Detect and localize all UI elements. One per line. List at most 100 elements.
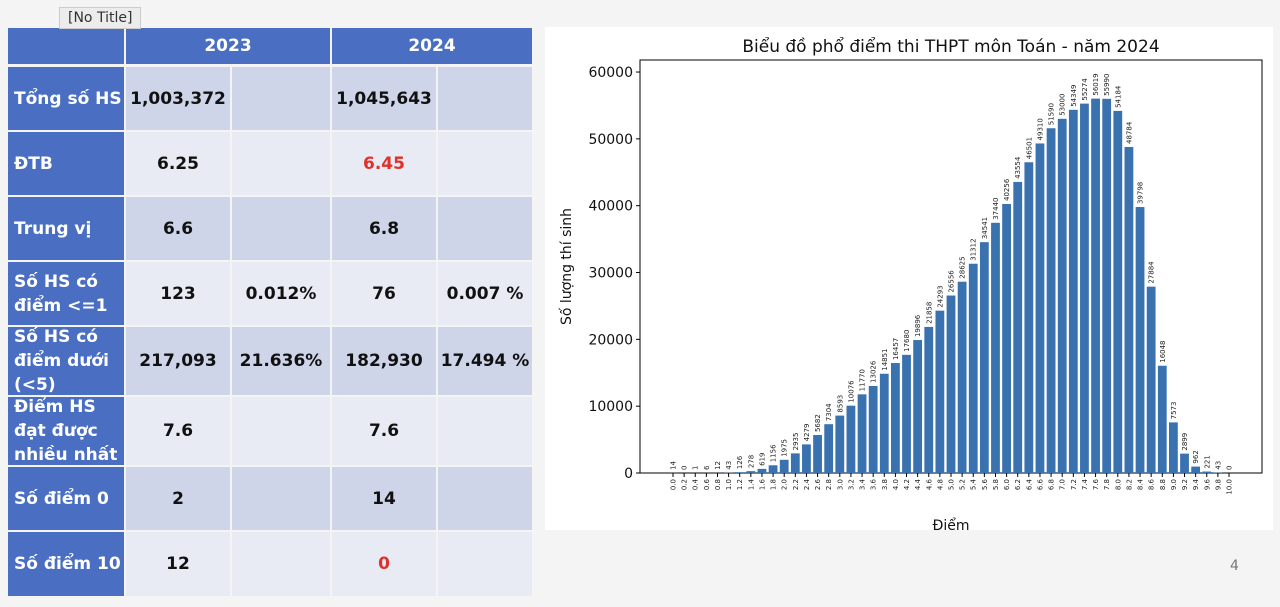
cell-value: 0.012% [232, 262, 330, 325]
bar-data-label: 1156 [770, 444, 778, 462]
bar [868, 385, 878, 473]
bar [891, 363, 900, 473]
bar-data-label: 55990 [1103, 74, 1111, 96]
row-label: Số HS có điểm dưới (<5) [8, 327, 124, 395]
x-tick-label: 9.6 [1203, 478, 1211, 490]
y-tick-label: 0 [624, 466, 633, 482]
x-tick-label: 6.8 [1048, 479, 1056, 490]
bar [1169, 422, 1178, 473]
bar [979, 242, 989, 473]
x-tick-label: 4.6 [925, 478, 933, 490]
bar [1124, 146, 1134, 473]
table-row: Số HS có điểm dưới (<5) 217,093 21.636% 182… [8, 327, 532, 395]
bar-data-label: 51590 [1048, 103, 1056, 125]
x-tick-label: 5.6 [981, 478, 989, 490]
row-label: Trung vị [8, 197, 124, 260]
chart-title: Biểu đồ phổ điểm thi THPT môn Toán - năm… [742, 36, 1159, 57]
bar [1146, 286, 1156, 473]
table-row: Tổng số HS 1,003,372 1,045,643 [8, 67, 532, 130]
bar-data-label: 7573 [1170, 402, 1178, 420]
bar-data-label: 10076 [847, 380, 855, 403]
cell-value [438, 132, 532, 195]
x-tick-label: 8.6 [1148, 478, 1156, 490]
bar [813, 435, 822, 473]
table-row: Số HS có điểm <=1 123 0.012% 76 0.007 % [8, 262, 532, 325]
bar-data-label: 54349 [1070, 85, 1078, 107]
bar [835, 415, 845, 473]
x-tick-label: 8.8 [1159, 479, 1167, 490]
bar-data-label: 43 [1214, 461, 1222, 470]
cell-value: 217,093 [126, 327, 230, 395]
bar-data-label: 0 [681, 466, 689, 470]
bar [768, 465, 778, 473]
x-tick-label: 3.8 [881, 479, 889, 490]
bar-data-label: 1975 [781, 439, 789, 457]
bar-data-label: 46501 [1025, 137, 1033, 159]
bar-data-label: 31312 [970, 238, 978, 260]
y-tick-label: 60000 [588, 65, 633, 81]
bar-data-label: 17680 [903, 330, 911, 352]
x-tick-label: 4.2 [903, 479, 911, 490]
bar [1080, 103, 1089, 473]
x-tick-label: 7.2 [1070, 479, 1078, 490]
cell-value: 12 [126, 532, 230, 596]
x-tick-label: 5.4 [970, 478, 978, 490]
table-row: ĐTB 6.25 6.45 [8, 132, 532, 195]
cell-value: 6.25 [126, 132, 230, 195]
bar [1191, 466, 1201, 473]
x-tick-label: 6.6 [1036, 478, 1044, 490]
bar-data-label: 43 [725, 461, 733, 470]
bar-data-label: 49310 [1036, 118, 1044, 140]
bar [946, 295, 956, 473]
bar [735, 472, 745, 473]
bar [824, 424, 834, 473]
cell-value: 123 [126, 262, 230, 325]
cell-value [232, 532, 330, 596]
x-tick-label: 2.0 [781, 479, 789, 490]
x-tick-label: 7.8 [1103, 479, 1111, 490]
bar [1002, 203, 1011, 473]
x-tick-label: 8.2 [1125, 479, 1133, 490]
bar [1113, 110, 1123, 473]
cell-value: 0 [332, 532, 436, 596]
bar-data-label: 278 [747, 455, 755, 468]
bar-data-label: 54184 [1114, 85, 1122, 108]
x-tick-label: 7.0 [1059, 479, 1067, 490]
cell-value: 76 [332, 262, 436, 325]
bar [1202, 471, 1212, 473]
x-tick-label: 6.2 [1014, 479, 1022, 490]
bar [968, 263, 978, 473]
bar-data-label: 24293 [936, 285, 944, 307]
bar-data-label: 56019 [1092, 73, 1100, 95]
x-tick-label: 5.8 [992, 479, 1000, 490]
x-tick-label: 1.6 [758, 478, 766, 490]
cell-value: 1,003,372 [126, 67, 230, 130]
bar-data-label: 962 [1192, 450, 1200, 463]
bar-data-label: 0 [1226, 466, 1234, 470]
bar [924, 326, 934, 473]
bar-data-label: 14851 [881, 348, 889, 370]
bar [1135, 207, 1145, 474]
header-2024: 2024 [332, 28, 532, 64]
x-tick-label: 8.4 [1137, 478, 1145, 490]
bar-data-label: 26556 [948, 270, 956, 293]
bar-data-label: 16048 [1159, 340, 1167, 362]
cell-value [438, 397, 532, 465]
bar [1157, 365, 1167, 473]
bar [1024, 162, 1034, 473]
cell-value: 6.6 [126, 197, 230, 260]
cell-value: 14 [332, 467, 436, 530]
x-tick-label: 0.6 [703, 478, 711, 490]
x-tick-label: 5.2 [959, 479, 967, 490]
x-tick-label: 5.0 [948, 479, 956, 490]
cell-value: 7.6 [332, 397, 436, 465]
bar [1102, 98, 1112, 474]
x-tick-label: 0.8 [714, 479, 722, 490]
bar [779, 459, 789, 473]
x-tick-label: 3.2 [847, 479, 855, 490]
row-label: ĐTB [8, 132, 124, 195]
bar-data-label: 34541 [981, 217, 989, 239]
x-tick-label: 9.0 [1170, 479, 1178, 490]
x-tick-label: 10.0 [1226, 479, 1234, 495]
x-tick-label: 2.8 [825, 479, 833, 490]
